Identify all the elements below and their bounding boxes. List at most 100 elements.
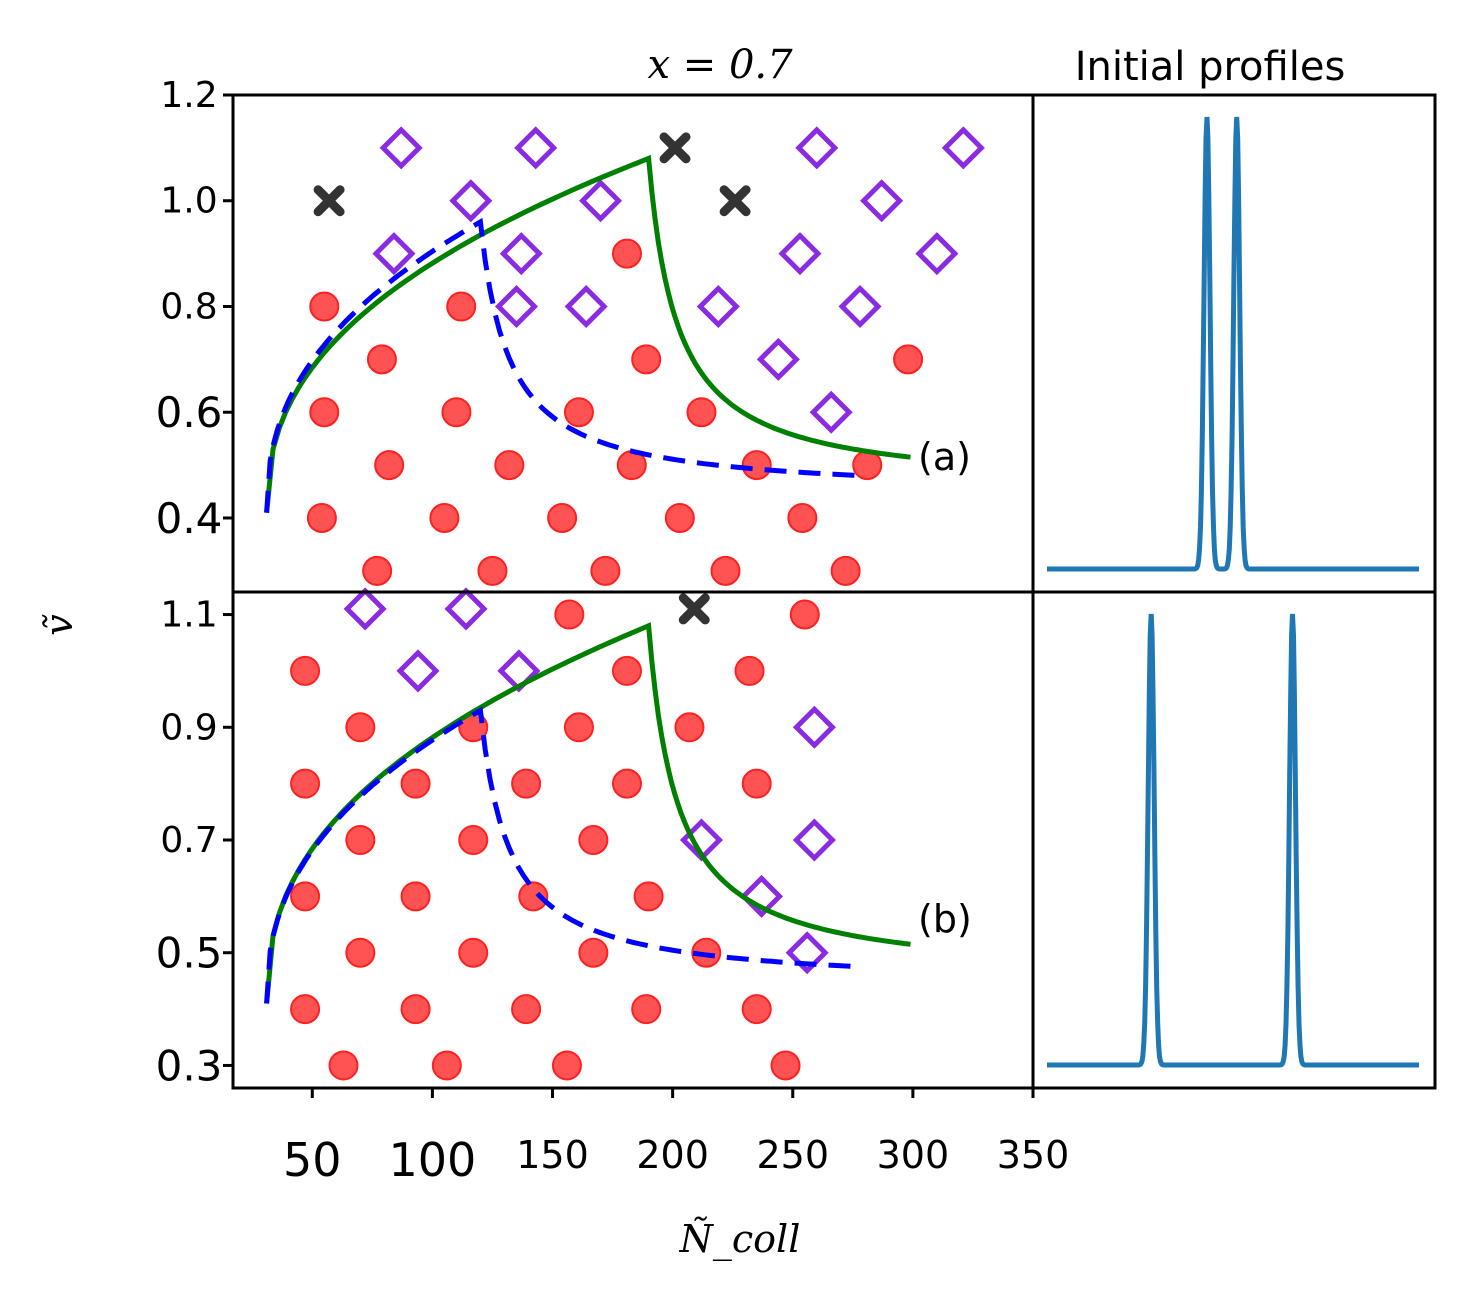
circle-point bbox=[734, 655, 765, 686]
diamond-point bbox=[449, 179, 493, 223]
circle-point bbox=[518, 881, 549, 912]
panel-b-plot: 0.3 0.5 0.7 0.9 1.1 bbox=[156, 587, 911, 1090]
circle-point bbox=[631, 994, 662, 1025]
diamond-point bbox=[579, 179, 623, 223]
circle-point bbox=[290, 768, 321, 799]
solid-curve bbox=[264, 154, 911, 513]
circle-point bbox=[374, 450, 405, 481]
circle-point bbox=[686, 397, 717, 428]
diamond-point bbox=[372, 232, 416, 276]
circle-point bbox=[400, 994, 431, 1025]
y-tick-label: 1.2 bbox=[160, 75, 217, 116]
panel-a-plot: 0.4 0.6 0.8 1.0 1.2 bbox=[156, 75, 985, 586]
y-tick-label: 1.1 bbox=[160, 595, 217, 636]
cross-point bbox=[313, 185, 345, 217]
circle-point bbox=[554, 599, 585, 630]
circle-point bbox=[893, 344, 924, 375]
circle-point bbox=[441, 397, 472, 428]
y-tick-label: 0.3 bbox=[156, 1041, 223, 1090]
panel-a-label: (a) bbox=[918, 435, 971, 479]
y-tick-label: 0.5 bbox=[156, 929, 223, 978]
x-tick-label: 350 bbox=[997, 1133, 1070, 1177]
y-tick-label: 0.8 bbox=[160, 286, 217, 327]
x-tick-label: 250 bbox=[756, 1133, 829, 1177]
cross-point bbox=[659, 132, 691, 164]
circle-point bbox=[290, 994, 321, 1025]
circle-point bbox=[710, 555, 741, 586]
diamond-point bbox=[494, 284, 539, 329]
circle-point bbox=[611, 238, 642, 269]
diamond-point bbox=[343, 587, 387, 631]
circle-point bbox=[578, 937, 609, 968]
circle-point bbox=[674, 712, 705, 743]
circle-point bbox=[664, 502, 695, 533]
cross-point bbox=[678, 593, 710, 625]
panel-a-frame bbox=[231, 93, 1035, 594]
panel-a-profile bbox=[1047, 116, 1419, 572]
diamond-point bbox=[499, 232, 543, 276]
diamond-point bbox=[778, 232, 822, 276]
circle-point bbox=[458, 937, 489, 968]
circle-point bbox=[362, 555, 393, 586]
y-tick-label: 0.9 bbox=[160, 707, 217, 748]
circle-point bbox=[306, 502, 337, 533]
chart-title: x = 0.7 bbox=[647, 42, 793, 88]
diamond-point bbox=[809, 390, 853, 434]
panel-b-label: (b) bbox=[918, 897, 972, 941]
cross-point bbox=[719, 185, 751, 217]
circle-point bbox=[611, 768, 642, 799]
dashed-curve bbox=[264, 706, 863, 1004]
profile-line bbox=[1047, 613, 1419, 1068]
x-axis: 50 100 150 200 250 300 350 bbox=[283, 1088, 1069, 1187]
circle-point bbox=[741, 768, 772, 799]
circle-point bbox=[309, 291, 340, 322]
x-tick-label: 100 bbox=[388, 1133, 476, 1187]
circle-point bbox=[366, 344, 397, 375]
circle-point bbox=[328, 1050, 359, 1081]
panel-b-profile bbox=[1047, 613, 1419, 1068]
circle-point bbox=[511, 768, 542, 799]
circle-point bbox=[446, 291, 477, 322]
circle-point bbox=[563, 712, 594, 743]
circle-point bbox=[511, 994, 542, 1025]
circle-point bbox=[611, 655, 642, 686]
circle-point bbox=[741, 450, 772, 481]
circle-point bbox=[345, 825, 376, 855]
panel-b-profile-frame bbox=[1031, 590, 1437, 1090]
x-tick-label: 150 bbox=[516, 1133, 589, 1177]
circle-point bbox=[789, 599, 820, 630]
circle-point bbox=[290, 881, 321, 912]
diamond-point bbox=[792, 705, 836, 749]
diamond-point bbox=[379, 126, 423, 170]
y-axis-label: ṽ bbox=[37, 614, 81, 636]
x-tick-label: 50 bbox=[283, 1133, 342, 1187]
circle-point bbox=[494, 450, 525, 481]
circle-point bbox=[309, 397, 340, 428]
circle-point bbox=[477, 555, 508, 586]
circle-point bbox=[741, 994, 772, 1025]
diamond-point bbox=[785, 931, 829, 975]
diamond-point bbox=[795, 126, 839, 170]
circle-point bbox=[429, 502, 460, 533]
diamond-point bbox=[739, 874, 784, 918]
diamond-point bbox=[915, 232, 959, 276]
diamond-point bbox=[444, 587, 488, 631]
diamond-point bbox=[860, 179, 904, 223]
diamond-point bbox=[514, 126, 558, 170]
y-tick-label: 1.0 bbox=[160, 181, 217, 222]
side-title: Initial profiles bbox=[1075, 44, 1346, 90]
circle-point bbox=[631, 344, 662, 375]
circle-point bbox=[551, 1050, 582, 1081]
circle-point bbox=[400, 881, 431, 912]
diamond-point bbox=[792, 818, 836, 862]
x-tick-label: 300 bbox=[877, 1133, 950, 1177]
circle-point bbox=[345, 937, 376, 968]
x-tick-label: 200 bbox=[636, 1133, 709, 1177]
diamond-point bbox=[564, 284, 608, 329]
profile-line bbox=[1047, 116, 1419, 572]
circle-point bbox=[290, 655, 321, 686]
circle-point bbox=[345, 712, 376, 743]
circle-point bbox=[547, 502, 578, 533]
diamond-point bbox=[941, 126, 985, 170]
